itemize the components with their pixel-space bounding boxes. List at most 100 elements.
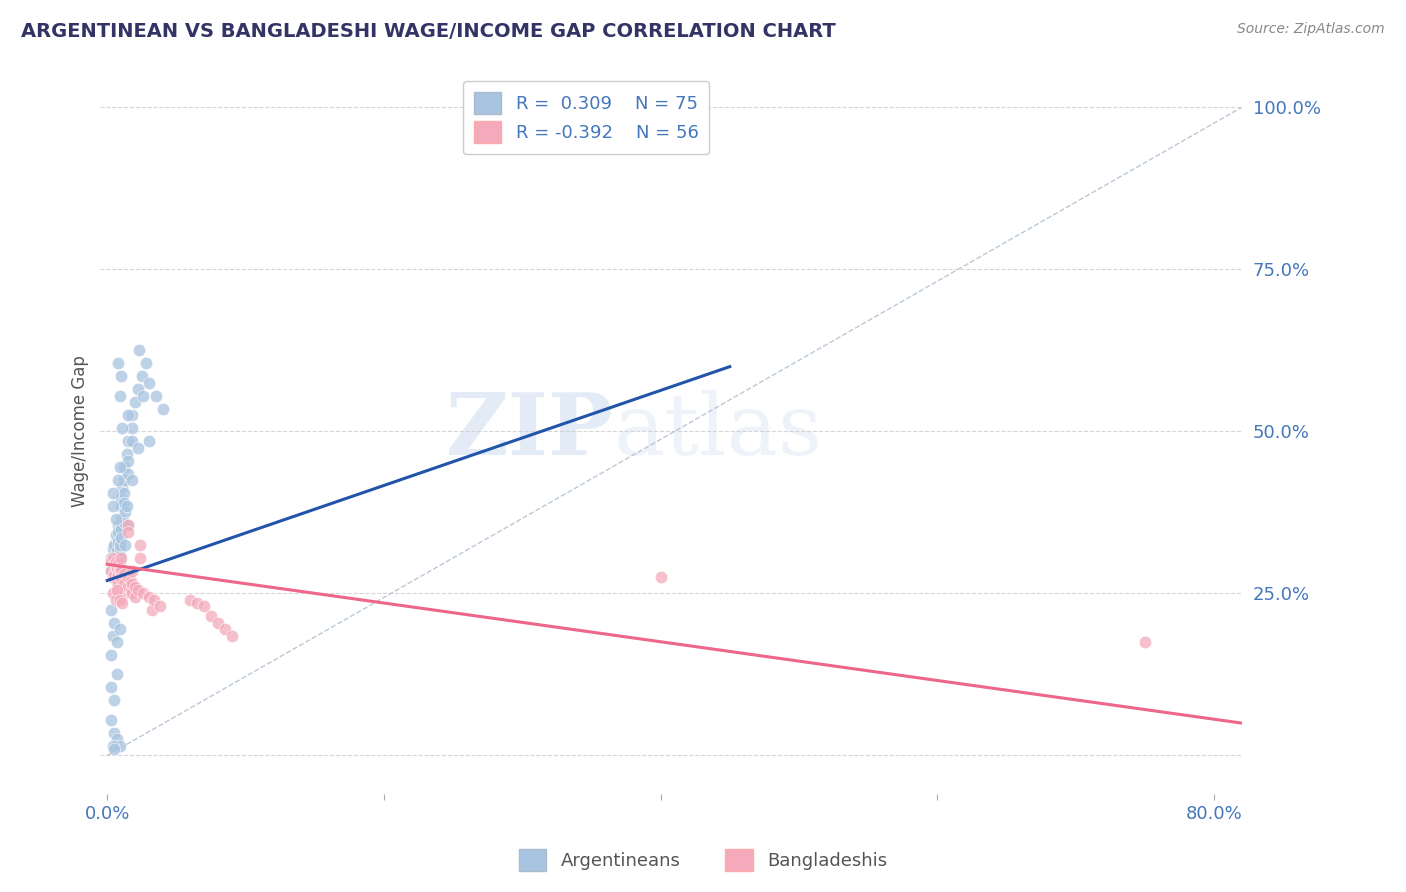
Point xyxy=(121,576,143,591)
Point xyxy=(100,681,122,695)
Point xyxy=(112,576,135,591)
Point xyxy=(105,583,128,598)
Point xyxy=(103,567,125,582)
Point xyxy=(101,555,124,569)
Point xyxy=(108,560,131,574)
Point xyxy=(104,560,127,574)
Point xyxy=(108,538,131,552)
Point xyxy=(124,580,146,594)
Point xyxy=(105,558,128,572)
Point xyxy=(115,447,138,461)
Point xyxy=(107,356,129,370)
Point xyxy=(110,491,132,505)
Point xyxy=(110,369,132,384)
Point xyxy=(104,528,127,542)
Point xyxy=(110,512,132,526)
Point xyxy=(138,590,160,604)
Point xyxy=(138,434,160,449)
Y-axis label: Wage/Income Gap: Wage/Income Gap xyxy=(72,356,89,508)
Point xyxy=(117,524,139,539)
Point xyxy=(117,518,139,533)
Point xyxy=(141,602,163,616)
Text: ZIP: ZIP xyxy=(446,390,614,474)
Point xyxy=(650,570,672,584)
Point xyxy=(110,572,132,586)
Point xyxy=(105,574,128,588)
Point xyxy=(127,382,149,396)
Point xyxy=(105,544,128,558)
Point xyxy=(105,635,128,649)
Point xyxy=(186,596,208,610)
Point xyxy=(110,499,132,513)
Point xyxy=(117,434,139,449)
Point xyxy=(107,576,129,591)
Text: atlas: atlas xyxy=(614,390,823,473)
Point xyxy=(120,574,142,588)
Point xyxy=(121,421,143,435)
Point xyxy=(121,586,143,600)
Point xyxy=(104,512,127,526)
Point xyxy=(101,499,124,513)
Point xyxy=(103,693,125,707)
Point xyxy=(100,713,122,727)
Point xyxy=(121,409,143,423)
Point xyxy=(114,516,136,531)
Point xyxy=(131,369,153,384)
Point xyxy=(105,560,128,574)
Point xyxy=(107,473,129,487)
Point xyxy=(114,538,136,552)
Point xyxy=(110,532,132,546)
Point xyxy=(129,538,152,552)
Point xyxy=(112,486,135,500)
Point xyxy=(104,593,127,607)
Point xyxy=(108,622,131,636)
Point xyxy=(107,524,129,539)
Point xyxy=(100,564,122,578)
Point xyxy=(110,550,132,565)
Point xyxy=(108,549,131,563)
Point xyxy=(112,473,135,487)
Point xyxy=(214,622,236,636)
Point xyxy=(105,570,128,584)
Text: Source: ZipAtlas.com: Source: ZipAtlas.com xyxy=(1237,22,1385,37)
Point xyxy=(100,564,122,578)
Point xyxy=(100,554,122,568)
Point xyxy=(129,550,152,565)
Point xyxy=(121,434,143,449)
Point xyxy=(104,560,127,574)
Legend: Argentineans, Bangladeshis: Argentineans, Bangladeshis xyxy=(512,842,894,879)
Point xyxy=(107,534,129,549)
Point xyxy=(127,441,149,455)
Point xyxy=(107,518,129,533)
Point xyxy=(101,570,124,584)
Point xyxy=(221,629,243,643)
Point xyxy=(111,479,134,493)
Point xyxy=(132,389,155,403)
Point xyxy=(107,558,129,572)
Point xyxy=(112,586,135,600)
Point xyxy=(108,564,131,578)
Point xyxy=(103,570,125,584)
Point xyxy=(111,596,134,610)
Point xyxy=(117,409,139,423)
Point xyxy=(117,518,139,533)
Point xyxy=(132,586,155,600)
Point xyxy=(117,467,139,481)
Point xyxy=(104,555,127,569)
Point xyxy=(135,356,157,370)
Point xyxy=(207,615,229,630)
Point xyxy=(108,542,131,557)
Point xyxy=(121,564,143,578)
Point xyxy=(100,648,122,662)
Point xyxy=(103,538,125,552)
Point xyxy=(115,499,138,513)
Point xyxy=(103,726,125,740)
Point xyxy=(110,570,132,584)
Point xyxy=(100,602,122,616)
Point xyxy=(108,389,131,403)
Point xyxy=(103,615,125,630)
Point xyxy=(124,590,146,604)
Point xyxy=(105,732,128,747)
Point xyxy=(145,389,167,403)
Point xyxy=(117,580,139,594)
